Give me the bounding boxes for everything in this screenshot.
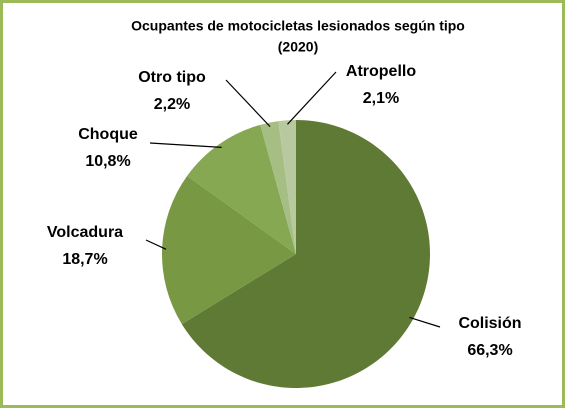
- slice-value-label: 18,7%: [62, 251, 107, 268]
- leader-line: [225, 79, 271, 128]
- chart-subtitle: (2020): [278, 39, 318, 55]
- leader-line: [286, 71, 337, 125]
- slice-label: Choque: [78, 126, 138, 143]
- slice-label: Volcadura: [47, 224, 123, 241]
- slice-value-label: 2,1%: [363, 90, 399, 107]
- pie-slice: [187, 124, 296, 254]
- slice-value-label: 2,2%: [154, 96, 190, 113]
- pie-slice: [161, 175, 296, 325]
- pie-slice: [260, 121, 296, 255]
- slice-label: Atropello: [346, 63, 416, 80]
- pie-slice: [278, 120, 296, 254]
- chart-title: Ocupantes de motocicletas lesionados seg…: [131, 18, 465, 34]
- leader-line: [149, 142, 222, 148]
- leader-line: [145, 239, 167, 250]
- pie-slice: [181, 120, 430, 389]
- slice-value-label: 10,8%: [85, 153, 130, 170]
- slice-value-label: 66,3%: [467, 342, 512, 359]
- slice-label: Otro tipo: [138, 69, 206, 86]
- leader-line: [409, 316, 441, 328]
- slice-label: Colisión: [458, 315, 521, 332]
